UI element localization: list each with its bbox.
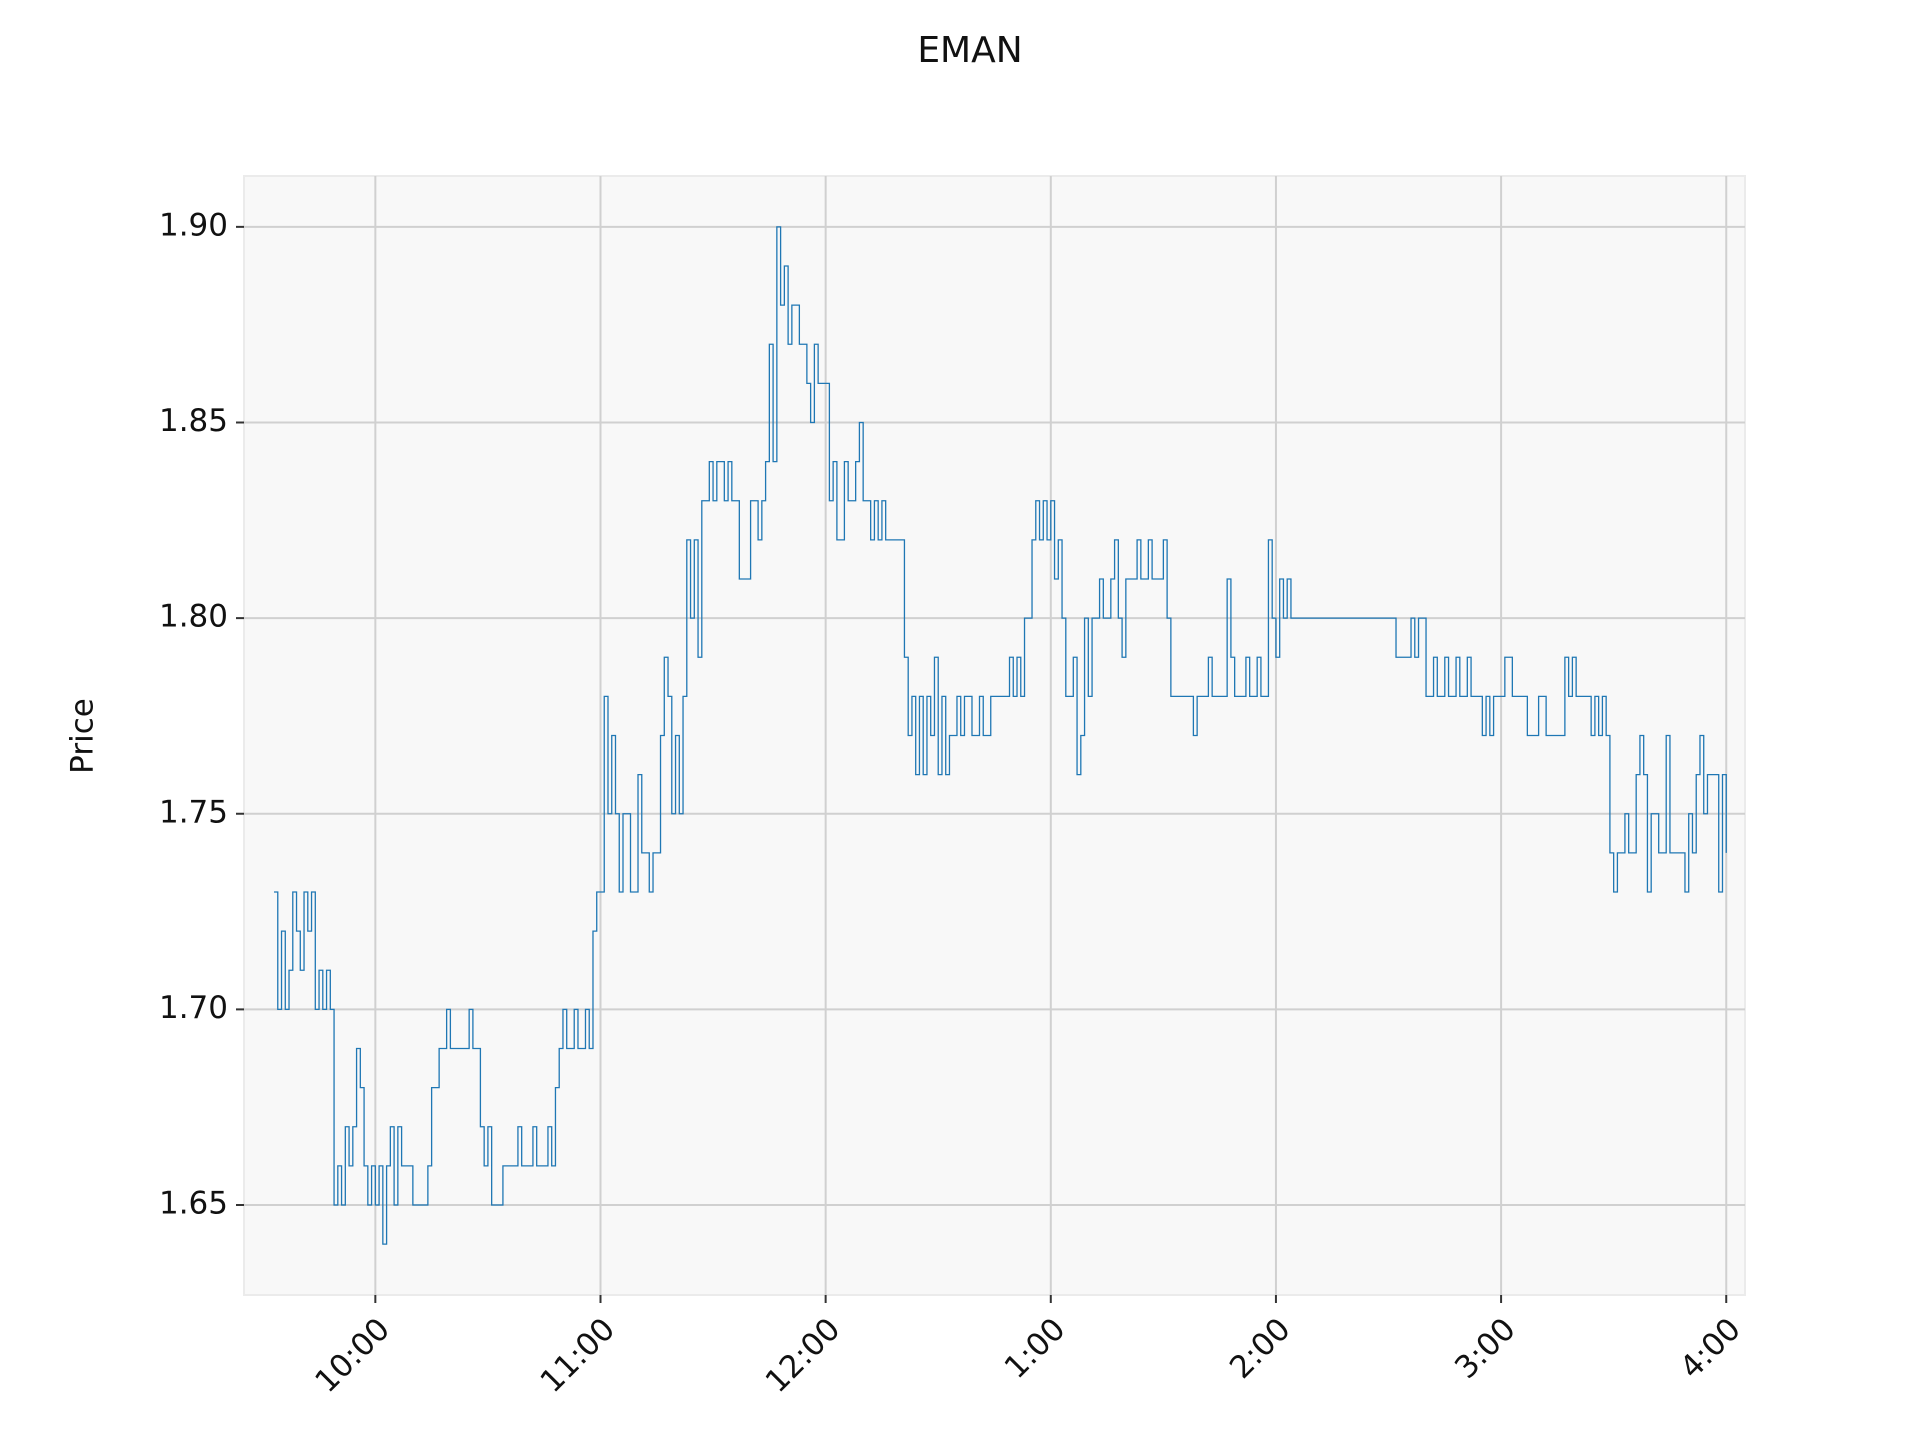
y-tick-label: 1.85: [159, 403, 228, 439]
chart-title: EMAN: [917, 30, 1022, 71]
x-tick-label: 3:00: [1448, 1311, 1523, 1386]
y-tick-label: 1.90: [159, 207, 228, 243]
y-tick-label: 1.75: [159, 794, 228, 830]
x-tick-label: 4:00: [1673, 1311, 1748, 1386]
plot-area: [243, 175, 1746, 1296]
x-tick-label: 11:00: [534, 1311, 623, 1400]
x-tick-label: 12:00: [759, 1311, 848, 1400]
price-line: [274, 226, 1727, 1245]
y-axis-label: Price: [65, 698, 101, 774]
y-tick-label: 1.80: [159, 599, 228, 635]
x-tick-label: 10:00: [308, 1311, 397, 1400]
x-tick-label: 1:00: [998, 1311, 1073, 1386]
x-tick-label: 2:00: [1223, 1311, 1298, 1386]
y-tick-label: 1.65: [159, 1186, 228, 1222]
y-tick-label: 1.70: [159, 990, 228, 1026]
